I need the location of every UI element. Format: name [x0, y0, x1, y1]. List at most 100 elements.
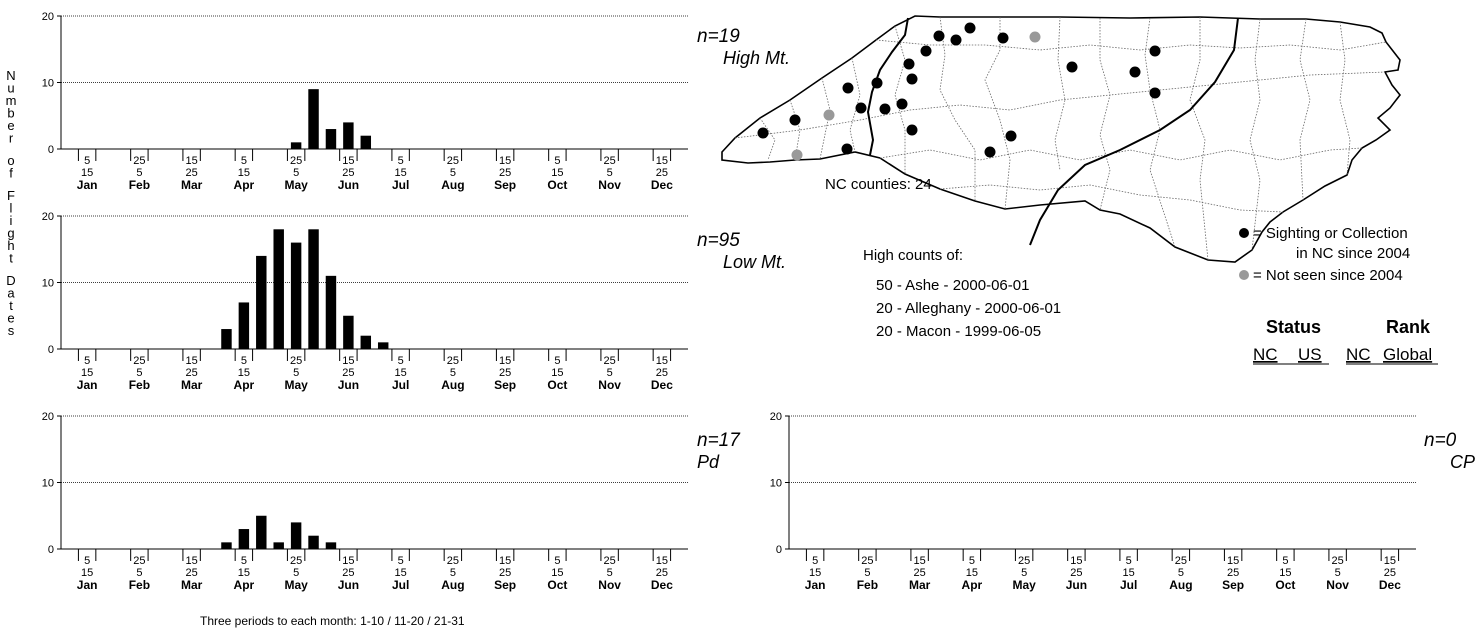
x-tick-label: 25: [290, 555, 302, 567]
sample-size-label: n=95: [697, 230, 740, 251]
bar: [360, 335, 372, 349]
month-label: Mar: [909, 578, 931, 592]
flight-charts: 01020515Jan255Feb1525Mar515Apr255May1525…: [42, 11, 1475, 592]
x-tick-label: 25: [186, 567, 198, 579]
y-tick-label: 10: [42, 278, 54, 290]
x-tick-label: 25: [499, 367, 511, 379]
x-tick-label: 15: [395, 367, 407, 379]
month-label: Apr: [234, 578, 255, 592]
x-tick-label: 25: [861, 555, 873, 567]
x-tick-label: 25: [447, 555, 459, 567]
x-tick-label: 15: [809, 567, 821, 579]
y-axis-title-letter: t: [9, 298, 13, 313]
x-tick-label: 15: [186, 355, 198, 367]
sighting-dot-recent: [757, 127, 769, 139]
y-axis-title-letter: e: [7, 311, 14, 326]
region-label: CP: [1450, 452, 1475, 472]
month-label: Nov: [598, 578, 621, 592]
x-tick-label: 15: [186, 155, 198, 167]
bar: [360, 135, 372, 149]
county-boundaries: [734, 16, 1387, 261]
month-label: Nov: [598, 378, 621, 392]
y-axis-title-letter: m: [6, 93, 17, 108]
y-axis-title-letter: g: [7, 226, 14, 241]
sighting-dot-historic: [1029, 31, 1041, 43]
flight-chart-3: 01020515Jan255Feb1525Mar515Apr255May1525…: [42, 411, 741, 592]
y-tick-label: 20: [42, 11, 54, 23]
sighting-dot-recent: [920, 45, 932, 57]
x-tick-label: 15: [186, 555, 198, 567]
sighting-dot-recent: [842, 82, 854, 94]
x-tick-label: 25: [133, 555, 145, 567]
x-tick-label: 15: [656, 155, 668, 167]
sighting-dot-recent: [1129, 66, 1141, 78]
legend-historic-label: = Not seen since 2004: [1253, 267, 1403, 284]
month-label: Sep: [494, 178, 516, 192]
month-label: Jan: [77, 378, 98, 392]
month-label: Sep: [494, 578, 516, 592]
rank-nc: NC: [1346, 345, 1371, 364]
x-tick-label: 5: [84, 555, 90, 567]
y-axis-title-letter: l: [10, 201, 13, 216]
y-axis-title-letter: a: [7, 286, 15, 301]
sighting-dot-recent: [964, 22, 976, 34]
month-label: Aug: [441, 378, 464, 392]
month-label: Jul: [392, 378, 409, 392]
bar: [273, 542, 284, 549]
x-tick-label: 25: [447, 155, 459, 167]
y-axis-title-letter: F: [7, 188, 15, 203]
y-tick-label: 20: [42, 211, 54, 223]
month-label: Sep: [1222, 578, 1244, 592]
sighting-dot-historic: [823, 109, 835, 121]
sighting-dot-recent: [871, 77, 883, 89]
x-tick-label: 15: [238, 367, 250, 379]
y-axis-title-letter: u: [7, 81, 14, 96]
status-header: Status: [1266, 317, 1321, 337]
x-tick-label: 5: [241, 555, 247, 567]
x-tick-label: 15: [395, 167, 407, 179]
x-tick-label: 25: [604, 155, 616, 167]
y-tick-label: 0: [776, 544, 782, 556]
high-counts-title: High counts of:: [863, 247, 963, 264]
bar: [290, 142, 302, 149]
legend-historic-dot: [1239, 270, 1249, 280]
x-tick-label: 25: [656, 567, 668, 579]
status-us: US: [1298, 345, 1322, 364]
y-tick-label: 20: [42, 411, 54, 423]
x-tick-label: 25: [1227, 567, 1239, 579]
month-label: Mar: [181, 178, 203, 192]
x-tick-label: 15: [81, 367, 93, 379]
month-label: Apr: [234, 378, 255, 392]
x-tick-label: 5: [241, 355, 247, 367]
x-tick-label: 15: [1384, 555, 1396, 567]
x-tick-label: 15: [81, 167, 93, 179]
x-tick-label: 5: [1178, 567, 1184, 579]
x-tick-label: 15: [914, 555, 926, 567]
bar: [325, 129, 337, 149]
sighting-dot-recent: [903, 58, 915, 70]
x-tick-label: 25: [499, 167, 511, 179]
x-tick-label: 5: [136, 367, 142, 379]
x-tick-label: 5: [136, 567, 142, 579]
x-tick-label: 15: [499, 355, 511, 367]
bar: [325, 542, 337, 549]
month-label: Jan: [77, 178, 98, 192]
sighting-dot-historic: [791, 149, 803, 161]
y-axis-title-letter: t: [9, 251, 13, 266]
month-label: Feb: [129, 178, 150, 192]
x-tick-label: 5: [1126, 555, 1132, 567]
y-axis-title-letter: b: [7, 106, 14, 121]
sighting-dot-recent: [789, 114, 801, 126]
month-label: Dec: [651, 378, 673, 392]
x-tick-label: 15: [656, 555, 668, 567]
month-label: Oct: [547, 578, 567, 592]
sample-size-label: n=17: [697, 430, 741, 451]
x-tick-label: 25: [342, 567, 354, 579]
bar: [256, 515, 267, 549]
sighting-dot-recent: [997, 32, 1009, 44]
x-tick-label: 15: [342, 355, 354, 367]
x-tick-label: 25: [656, 367, 668, 379]
x-tick-label: 15: [499, 155, 511, 167]
x-tick-label: 15: [1070, 555, 1082, 567]
x-tick-label: 15: [238, 167, 250, 179]
